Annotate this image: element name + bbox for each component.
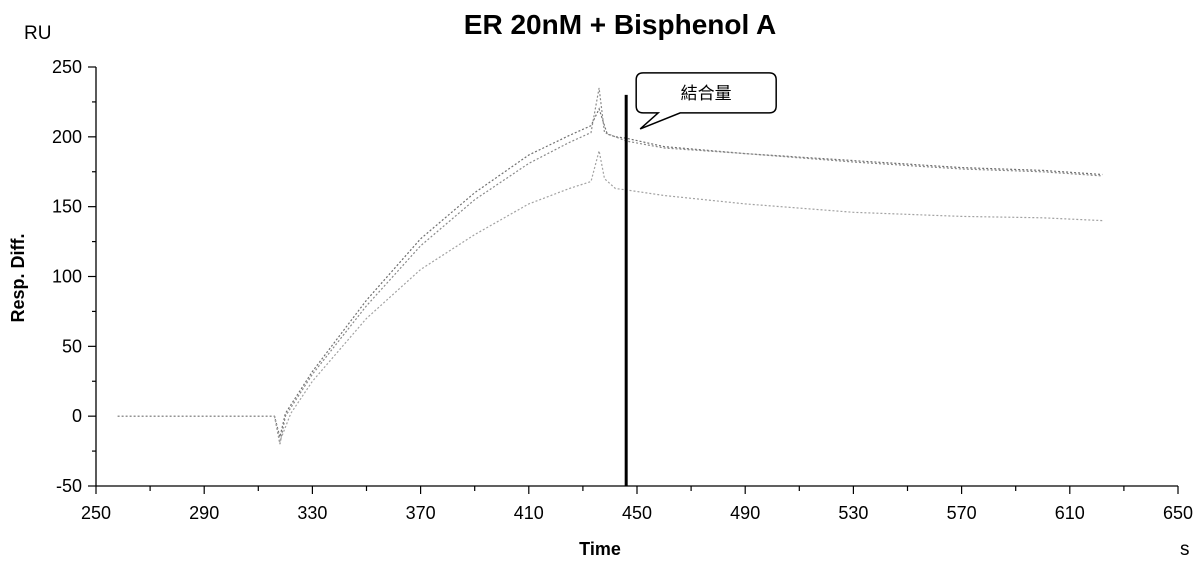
x-axis-label: Time [579,539,621,559]
y-tick-label: 0 [72,406,82,426]
callout-bubble [635,72,777,130]
binding-annotation: 結合量 [624,72,777,486]
y-tick-label: 200 [52,127,82,147]
x-tick-label: 250 [81,503,111,523]
x-tick-label: 650 [1163,503,1193,523]
y-tick-label: 150 [52,197,82,217]
x-tick-label: 370 [406,503,436,523]
y-unit-label: RU [24,23,51,44]
y-tick-label: -50 [56,476,82,496]
y-tick-label: 50 [62,336,82,356]
x-tick-label: 450 [622,503,652,523]
y-tick-label: 100 [52,267,82,287]
x-ticks: 250 290 330 370 410 450 490 530 570 610 650 [81,486,1193,523]
series-line-1 [117,107,1103,438]
chart-title: ER 20nM + Bisphenol A [464,9,776,40]
x-tick-label: 290 [189,503,219,523]
callout-text: 結合量 [681,84,732,104]
x-tick-label: 610 [1055,503,1085,523]
x-tick-label: 330 [297,503,327,523]
y-tick-label: 250 [52,57,82,77]
x-tick-label: 530 [838,503,868,523]
series-line-2 [273,87,1103,445]
x-unit-label: s [1180,539,1190,560]
x-tick-label: 490 [730,503,760,523]
series-layer [117,87,1103,445]
x-tick-label: 570 [947,503,977,523]
y-ticks: -50 0 50 100 150 200 250 [52,57,96,496]
y-axis-label: Resp. Diff. [8,233,28,322]
series-line-3 [273,150,1103,444]
x-tick-label: 410 [514,503,544,523]
